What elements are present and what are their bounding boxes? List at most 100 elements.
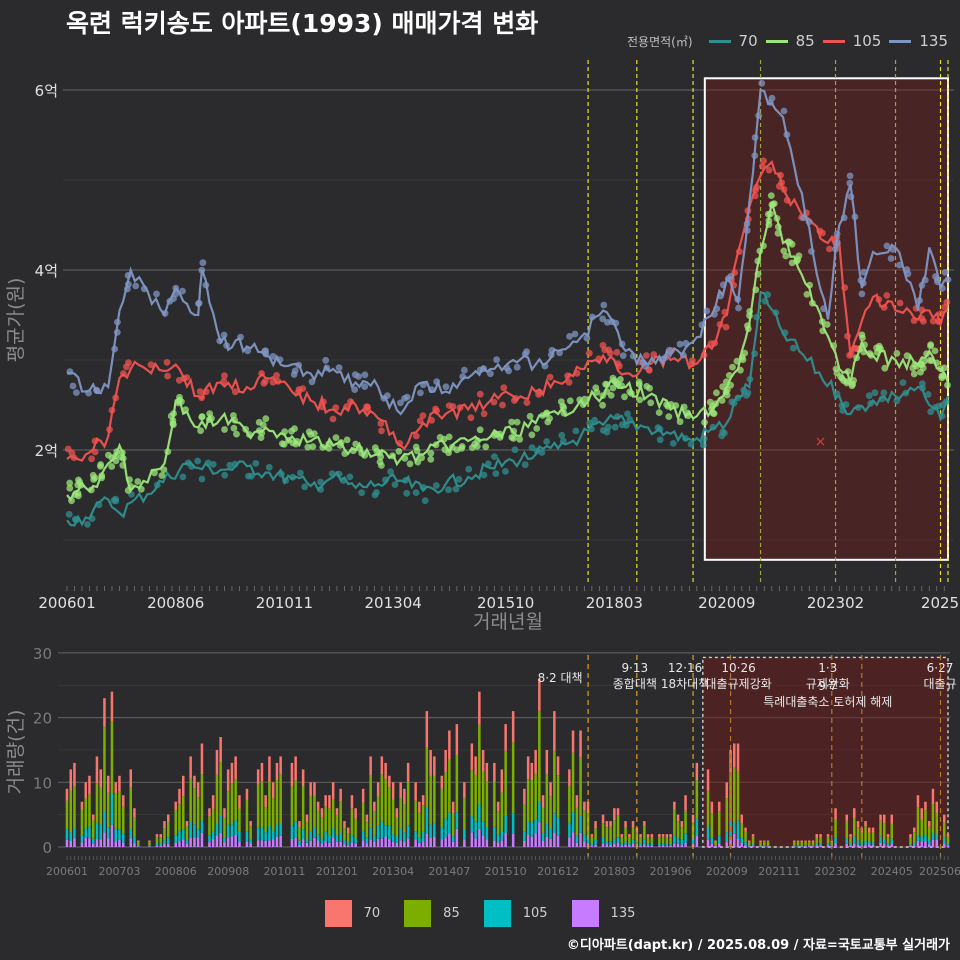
data-point (476, 426, 484, 434)
volume-bar-70 (620, 834, 624, 838)
volume-bar-85 (182, 796, 185, 830)
volume-bar-85 (583, 810, 586, 835)
volume-bar-70 (92, 814, 95, 821)
volume-bar-85 (361, 802, 365, 831)
volume-bar-85 (864, 826, 867, 841)
data-point (858, 290, 866, 298)
volume-bar-85 (226, 791, 230, 825)
data-point (377, 420, 385, 427)
volume-bar-105 (710, 837, 714, 844)
data-point (261, 377, 269, 385)
volume-bar-85 (639, 836, 642, 844)
data-point (848, 382, 856, 390)
volume-bar-70 (230, 762, 234, 784)
data-point (265, 463, 273, 471)
volume-bar-105 (616, 837, 620, 843)
volume-bar-135 (429, 837, 432, 847)
volume-bar-105 (84, 828, 87, 838)
volume-bar-105 (673, 835, 676, 844)
volume-bar-135 (133, 843, 136, 847)
data-point (221, 426, 228, 433)
volume-bar-105 (185, 840, 189, 844)
volume-bar-105 (365, 837, 369, 844)
volume-bar-105 (215, 824, 219, 836)
volume-bar-70 (290, 762, 294, 787)
price-x-tick-label: 201803 (586, 594, 643, 612)
volume-bar-105 (628, 843, 631, 846)
volume-bar-135 (178, 841, 181, 847)
volume-bar-135 (796, 846, 800, 847)
volume-bar-85 (568, 786, 571, 823)
volume-bar-135 (646, 845, 650, 847)
volume-bar-105 (320, 838, 324, 845)
volume-bar-85 (853, 818, 856, 837)
volume-bar-135 (628, 845, 631, 847)
volume-bar-85 (155, 836, 159, 844)
volume-bar-70 (114, 782, 117, 794)
volume-bar-135 (661, 845, 665, 847)
volume-bar-135 (354, 843, 357, 847)
volume-bar-70 (601, 814, 605, 824)
data-point (97, 461, 105, 468)
volume-bar-85 (425, 747, 429, 808)
data-point (865, 392, 873, 400)
data-point (767, 192, 775, 200)
volume-bar-135 (163, 844, 166, 847)
volume-bar-70 (826, 834, 830, 837)
data-point (417, 389, 424, 397)
volume-bar-70 (553, 711, 556, 751)
volume-bar-85 (163, 828, 166, 841)
volume-bar-135 (943, 843, 946, 847)
volume-bar-105 (740, 837, 743, 843)
data-point (924, 391, 932, 398)
data-point (826, 245, 833, 253)
volume-bar-105 (451, 836, 455, 842)
volume-bar-70 (556, 756, 560, 775)
volume-bar-135 (373, 841, 376, 847)
volume-bar-85 (661, 836, 665, 844)
volume-bar-135 (114, 841, 117, 847)
volume-bar-85 (744, 831, 747, 842)
volume-bar-105 (301, 829, 305, 840)
volume-bar-105 (691, 837, 695, 844)
volume-bar-105 (380, 821, 384, 839)
volume-bar-135 (335, 842, 339, 847)
volume-bar-135 (463, 839, 466, 847)
data-point (125, 359, 132, 367)
data-point (206, 410, 214, 417)
volume-bar-85 (504, 750, 507, 815)
data-point (445, 433, 453, 441)
data-point (823, 321, 831, 328)
volume-bar-105 (834, 837, 837, 844)
volume-bar-135 (609, 845, 612, 847)
volume-bar-70 (380, 756, 384, 775)
price-x-tick-label: 200601 (38, 594, 95, 612)
volume-bar-85 (429, 775, 432, 825)
volume-bar-70 (718, 801, 721, 812)
volume-bar-70 (650, 834, 654, 838)
volume-bar-70 (433, 756, 436, 776)
data-point (461, 366, 468, 374)
data-point (780, 107, 788, 115)
volume-bar-85 (256, 784, 260, 828)
volume-bar-85 (740, 823, 743, 838)
policy-annotation-label: 10·26 (721, 661, 755, 675)
volume-bar-70 (200, 743, 204, 775)
data-point (665, 413, 673, 420)
data-point (840, 377, 847, 384)
volume-bar-85 (403, 804, 406, 833)
volume-bar-85 (643, 825, 646, 840)
data-point (361, 371, 369, 379)
data-point (492, 470, 500, 477)
volume-bar-85 (470, 769, 474, 817)
volume-bar-85 (871, 832, 875, 843)
volume-bar-135 (365, 843, 369, 847)
volume-bar-135 (470, 832, 474, 847)
volume-bar-85 (868, 832, 871, 842)
volume-bar-135 (868, 844, 871, 847)
volume-bar-70 (182, 775, 185, 797)
data-point (558, 431, 566, 439)
volume-y-tick-label: 20 (33, 710, 52, 728)
data-point (421, 497, 429, 505)
volume-bar-85 (369, 775, 372, 828)
